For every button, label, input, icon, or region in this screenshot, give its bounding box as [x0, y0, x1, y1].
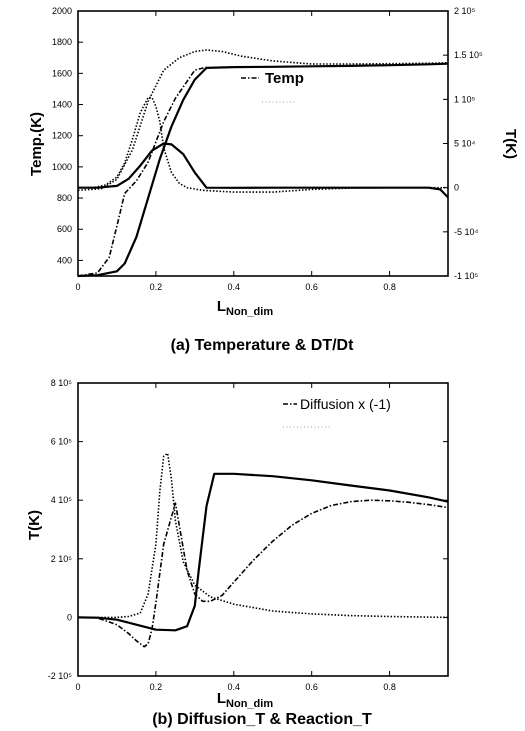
chart-a-ytick-right-label: -1 10⁵ [454, 271, 479, 281]
chart-a-ytick-label: 1800 [52, 37, 72, 47]
chart-b-xtick-label: 0.2 [150, 682, 163, 692]
chart-a-caption: (a) Temperature & DT/Dt [171, 337, 355, 354]
chart-a-xtick-label: 0.6 [305, 282, 318, 292]
chart-b-frame [77, 382, 449, 677]
chart-b-series-3-line [77, 499, 449, 648]
chart-b-xtick-label: 0.6 [305, 682, 318, 692]
chart-b-xlabel-sub: Non_dim [226, 698, 273, 710]
chart-a-series-2-line [77, 66, 207, 277]
chart-b-ylabel: T(K) [26, 510, 43, 540]
chart-a-ytick-label: 1400 [52, 100, 72, 110]
chart-a-legend-label: Temp [265, 70, 304, 87]
chart-a-xlabel: LNon_dim [217, 298, 273, 318]
chart-a-xlabel-main: L [217, 298, 226, 315]
chart-a-ytick-label: 400 [57, 255, 72, 265]
chart-a-ylabel: Temp.(K) [28, 112, 45, 176]
chart-a-ytick-right-label: 5 10⁴ [454, 139, 476, 149]
chart-b-xtick-label: 0 [75, 682, 80, 692]
chart-a-ylabel-right: T(K) [502, 129, 519, 159]
chart-a-ytick-right-label: -5 10⁴ [454, 227, 479, 237]
chart-b-ytick-label: -2 10⁵ [48, 671, 73, 681]
chart-b-xlabel: LNon_dim [217, 690, 273, 710]
chart-a-xtick-label: 0.2 [150, 282, 163, 292]
chart-a-ytick-right-label: 2 10⁵ [454, 6, 476, 16]
chart-b-ytick-label: 2 10⁵ [51, 554, 73, 564]
chart-b-ytick-label: 8 10⁵ [51, 378, 73, 388]
chart-b-series-1-line [77, 472, 449, 632]
chart-a-xlabel-sub: Non_dim [226, 306, 273, 318]
chart-a: 0 0.2 0.4 0.6 0.8 2000 1800 1600 1400 1200 1000 800… [28, 6, 519, 354]
chart-b-xtick-label: 0.4 [228, 682, 241, 692]
chart-a-ytick-right-label: 1 10⁵ [454, 94, 476, 104]
chart-a-ytick-label: 2000 [52, 6, 72, 16]
chart-a-series-1-line [77, 62, 449, 278]
chart-b-ytick-label: 6 10⁵ [51, 437, 73, 447]
chart-a-xtick-label: 0 [75, 282, 80, 292]
chart-a-ytick-label: 600 [57, 224, 72, 234]
chart-b-series-2-line [78, 452, 449, 619]
chart-a-ytick-right-label: 1.5 10⁵ [454, 50, 483, 60]
chart-b-caption: (b) Diffusion_T & Reaction_T [152, 711, 372, 728]
chart-b-legend: Diffusion x (-1) [283, 396, 391, 428]
chart-b-ytick-label: 0 [67, 612, 72, 622]
chart-a-ytick-right-label: 0 [454, 183, 459, 193]
chart-a-series-3-line [78, 142, 449, 199]
chart-b-legend-label: Diffusion x (-1) [300, 396, 391, 412]
chart-b-xtick-label: 0.8 [383, 682, 396, 692]
chart-a-ytick-label: 1600 [52, 68, 72, 78]
chart-a-xtick-label: 0.4 [228, 282, 241, 292]
chart-a-series-5-line [77, 49, 449, 192]
chart-a-legend: Temp [241, 70, 304, 103]
chart-a-ytick-label: 1000 [52, 162, 72, 172]
chart-b-xlabel-main: L [217, 690, 226, 707]
chart-a-ytick-label: 800 [57, 193, 72, 203]
chart-a-ytick-label: 1200 [52, 131, 72, 141]
chart-b-ytick-label: 4 10⁵ [51, 495, 73, 505]
chart-a-frame [77, 10, 449, 277]
chart-a-xtick-label: 0.8 [383, 282, 396, 292]
